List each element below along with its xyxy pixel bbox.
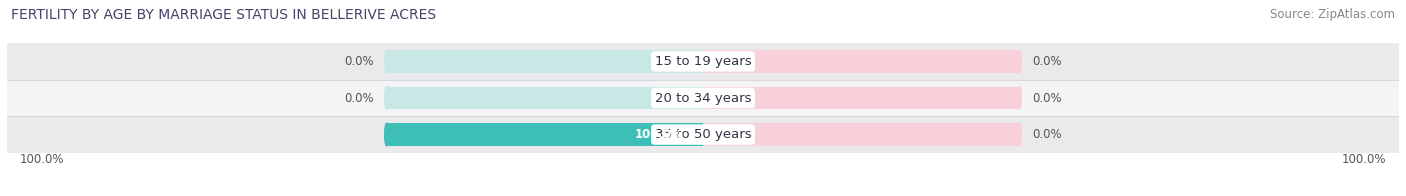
Bar xyxy=(703,123,1019,146)
Text: 0.0%: 0.0% xyxy=(344,55,374,68)
Bar xyxy=(7,43,1399,80)
Bar xyxy=(7,80,1399,116)
Text: 0.0%: 0.0% xyxy=(1032,55,1062,68)
Bar xyxy=(703,87,1019,109)
Text: Source: ZipAtlas.com: Source: ZipAtlas.com xyxy=(1270,8,1395,21)
Text: 15 to 19 years: 15 to 19 years xyxy=(655,55,751,68)
Bar xyxy=(387,123,703,146)
Text: 100.0%: 100.0% xyxy=(1341,153,1386,166)
Text: FERTILITY BY AGE BY MARRIAGE STATUS IN BELLERIVE ACRES: FERTILITY BY AGE BY MARRIAGE STATUS IN B… xyxy=(11,8,436,22)
Circle shape xyxy=(1018,87,1021,109)
Text: 20 to 34 years: 20 to 34 years xyxy=(655,92,751,104)
Bar xyxy=(7,116,1399,153)
Text: 100.0%: 100.0% xyxy=(20,153,65,166)
Bar xyxy=(703,50,1019,73)
Circle shape xyxy=(1018,50,1021,73)
Circle shape xyxy=(385,123,388,146)
Text: 35 to 50 years: 35 to 50 years xyxy=(655,128,751,141)
Bar xyxy=(387,50,703,73)
Text: 0.0%: 0.0% xyxy=(1032,92,1062,104)
Circle shape xyxy=(385,50,388,73)
Text: 0.0%: 0.0% xyxy=(344,92,374,104)
Circle shape xyxy=(385,87,388,109)
Bar xyxy=(387,123,703,146)
Bar xyxy=(387,87,703,109)
Text: 0.0%: 0.0% xyxy=(1032,128,1062,141)
Text: 100.0%: 100.0% xyxy=(636,128,685,141)
Circle shape xyxy=(1018,123,1021,146)
